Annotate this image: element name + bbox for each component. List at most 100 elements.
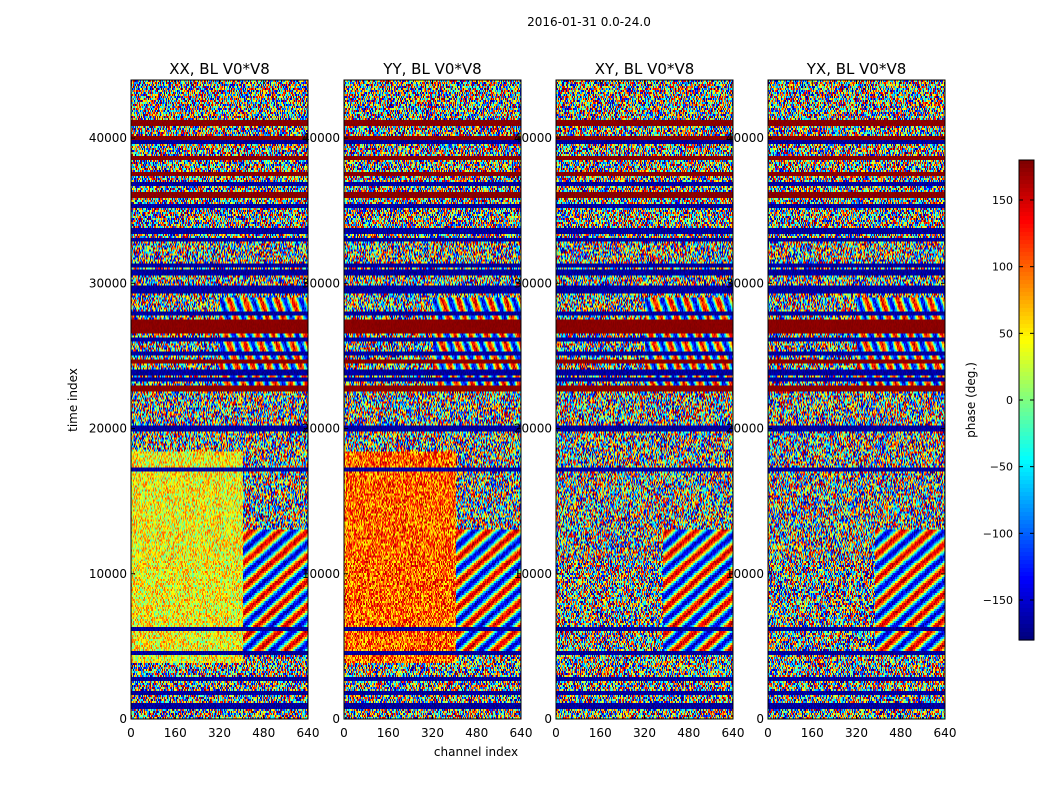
colorbar-segment [1019, 608, 1034, 613]
colorbar-segment [1019, 504, 1034, 509]
x-tick-label: 320 [845, 726, 868, 740]
colorbar-segment [1019, 404, 1034, 409]
colorbar-segment [1019, 508, 1034, 513]
panel-title: YY, BL V0*V8 [382, 60, 481, 78]
colorbar-segment [1019, 408, 1034, 413]
colorbar-segment [1019, 624, 1034, 629]
colorbar-segment [1019, 244, 1034, 249]
y-tick-label: 10000 [514, 567, 552, 581]
colorbar-segment [1019, 172, 1034, 177]
colorbar-segment [1019, 164, 1034, 169]
colorbar-segment [1019, 184, 1034, 189]
x-tick-label: 640 [722, 726, 745, 740]
colorbar-segment [1019, 176, 1034, 181]
colorbar-segment [1019, 204, 1034, 209]
figure-suptitle: 2016-01-31 0.0-24.0 [527, 15, 651, 29]
x-tick-label: 160 [164, 726, 187, 740]
colorbar-segment [1019, 548, 1034, 553]
colorbar-segment [1019, 228, 1034, 233]
colorbar-segment [1019, 384, 1034, 389]
colorbar-segment [1019, 492, 1034, 497]
colorbar-segment [1019, 436, 1034, 441]
y-tick-label: 10000 [726, 567, 764, 581]
colorbar-segment [1019, 388, 1034, 393]
panel-yy: YY, BL V0*V8 0 160 320 480 640 0 10000 20000 3000… [302, 60, 533, 740]
colorbar-segment [1019, 592, 1034, 597]
y-tick-label: 40000 [302, 131, 340, 145]
colorbar-segment [1019, 324, 1034, 329]
colorbar-segment [1019, 576, 1034, 581]
colorbar-segment [1019, 636, 1034, 641]
panel-xy: XY, BL V0*V8 0 160 320 480 640 0 10000 20000 3000… [514, 60, 745, 740]
phase-heatmap-yy [344, 80, 521, 719]
colorbar-segment [1019, 356, 1034, 361]
colorbar-segment [1019, 456, 1034, 461]
colorbar-segment [1019, 416, 1034, 421]
colorbar-segment [1019, 540, 1034, 545]
y-tick-label: 20000 [302, 422, 340, 436]
colorbar-segment [1019, 220, 1034, 225]
colorbar-segment [1019, 512, 1034, 517]
x-tick-label: 160 [589, 726, 612, 740]
colorbar-segment [1019, 224, 1034, 229]
phase-heatmap-xy [556, 80, 733, 719]
colorbar-segment [1019, 312, 1034, 317]
colorbar-segment [1019, 192, 1034, 197]
colorbar-segment [1019, 264, 1034, 269]
colorbar-tick-label: 50 [999, 327, 1013, 340]
colorbar-segment [1019, 272, 1034, 277]
colorbar-segment [1019, 292, 1034, 297]
colorbar-segment [1019, 188, 1034, 193]
x-tick-label: 640 [934, 726, 957, 740]
colorbar-segment [1019, 484, 1034, 489]
y-tick-label: 0 [544, 712, 552, 726]
x-tick-label: 160 [377, 726, 400, 740]
colorbar-tick-label: 100 [992, 261, 1013, 274]
colorbar-segment [1019, 364, 1034, 369]
colorbar-segment [1019, 588, 1034, 593]
colorbar-segment [1019, 268, 1034, 273]
colorbar-segment [1019, 360, 1034, 365]
x-tick-label: 640 [510, 726, 533, 740]
colorbar-segment [1019, 300, 1034, 305]
panel-title: XY, BL V0*V8 [595, 60, 695, 78]
colorbar-segment [1019, 556, 1034, 561]
colorbar-segment [1019, 464, 1034, 469]
colorbar-tick-label: −50 [990, 461, 1013, 474]
colorbar-segment [1019, 420, 1034, 425]
colorbar-segment [1019, 452, 1034, 457]
colorbar-segment [1019, 372, 1034, 377]
colorbar-segment [1019, 448, 1034, 453]
colorbar-segment [1019, 332, 1034, 337]
colorbar-segment [1019, 632, 1034, 637]
colorbar-segment [1019, 460, 1034, 465]
colorbar-segment [1019, 196, 1034, 201]
colorbar-segment [1019, 488, 1034, 493]
panel-title: XX, BL V0*V8 [169, 60, 270, 78]
colorbar-segment [1019, 236, 1034, 241]
y-tick-label: 40000 [514, 131, 552, 145]
colorbar-segment [1019, 316, 1034, 321]
colorbar-segment [1019, 260, 1034, 265]
colorbar-segment [1019, 320, 1034, 325]
y-tick-label: 10000 [89, 567, 127, 581]
x-tick-label: 160 [801, 726, 824, 740]
colorbar-segment [1019, 544, 1034, 549]
colorbar-segment [1019, 536, 1034, 541]
colorbar-segment [1019, 480, 1034, 485]
colorbar-segment [1019, 496, 1034, 501]
colorbar-segment [1019, 616, 1034, 621]
y-tick-label: 30000 [89, 276, 127, 290]
colorbar-segment [1019, 376, 1034, 381]
x-tick-label: 320 [421, 726, 444, 740]
colorbar-segment [1019, 604, 1034, 609]
x-tick-label: 480 [889, 726, 912, 740]
colorbar-segment [1019, 396, 1034, 401]
panels: XX, BL V0*V8 0 160 320 480 640 0 10000 20000 3000… [89, 60, 957, 740]
x-axis-label: channel index [434, 745, 518, 759]
y-tick-label: 10000 [302, 567, 340, 581]
x-tick-label: 0 [552, 726, 560, 740]
colorbar-tick-label: 150 [992, 194, 1013, 207]
colorbar-segment [1019, 348, 1034, 353]
colorbar-segment [1019, 472, 1034, 477]
